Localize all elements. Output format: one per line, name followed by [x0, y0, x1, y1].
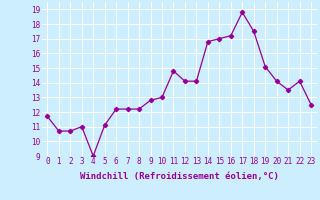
X-axis label: Windchill (Refroidissement éolien,°C): Windchill (Refroidissement éolien,°C): [80, 172, 279, 181]
